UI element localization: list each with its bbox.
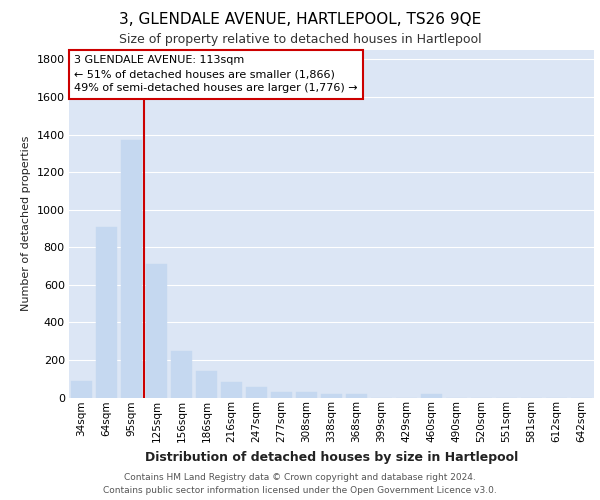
Bar bbox=[321, 394, 342, 398]
X-axis label: Distribution of detached houses by size in Hartlepool: Distribution of detached houses by size … bbox=[145, 450, 518, 464]
Bar bbox=[271, 392, 292, 398]
Bar bbox=[121, 140, 142, 398]
Bar bbox=[346, 394, 367, 398]
Bar bbox=[96, 226, 117, 398]
Y-axis label: Number of detached properties: Number of detached properties bbox=[21, 136, 31, 312]
Bar bbox=[221, 382, 242, 398]
Bar bbox=[421, 394, 442, 398]
Text: Contains HM Land Registry data © Crown copyright and database right 2024.
Contai: Contains HM Land Registry data © Crown c… bbox=[103, 474, 497, 495]
Text: 3, GLENDALE AVENUE, HARTLEPOOL, TS26 9QE: 3, GLENDALE AVENUE, HARTLEPOOL, TS26 9QE bbox=[119, 12, 481, 28]
Bar bbox=[296, 392, 317, 398]
Bar bbox=[146, 264, 167, 398]
Bar bbox=[246, 387, 267, 398]
Text: Size of property relative to detached houses in Hartlepool: Size of property relative to detached ho… bbox=[119, 32, 481, 46]
Bar bbox=[71, 380, 92, 398]
Bar bbox=[171, 350, 192, 398]
Text: 3 GLENDALE AVENUE: 113sqm
← 51% of detached houses are smaller (1,866)
49% of se: 3 GLENDALE AVENUE: 113sqm ← 51% of detac… bbox=[74, 55, 358, 93]
Bar bbox=[196, 371, 217, 398]
